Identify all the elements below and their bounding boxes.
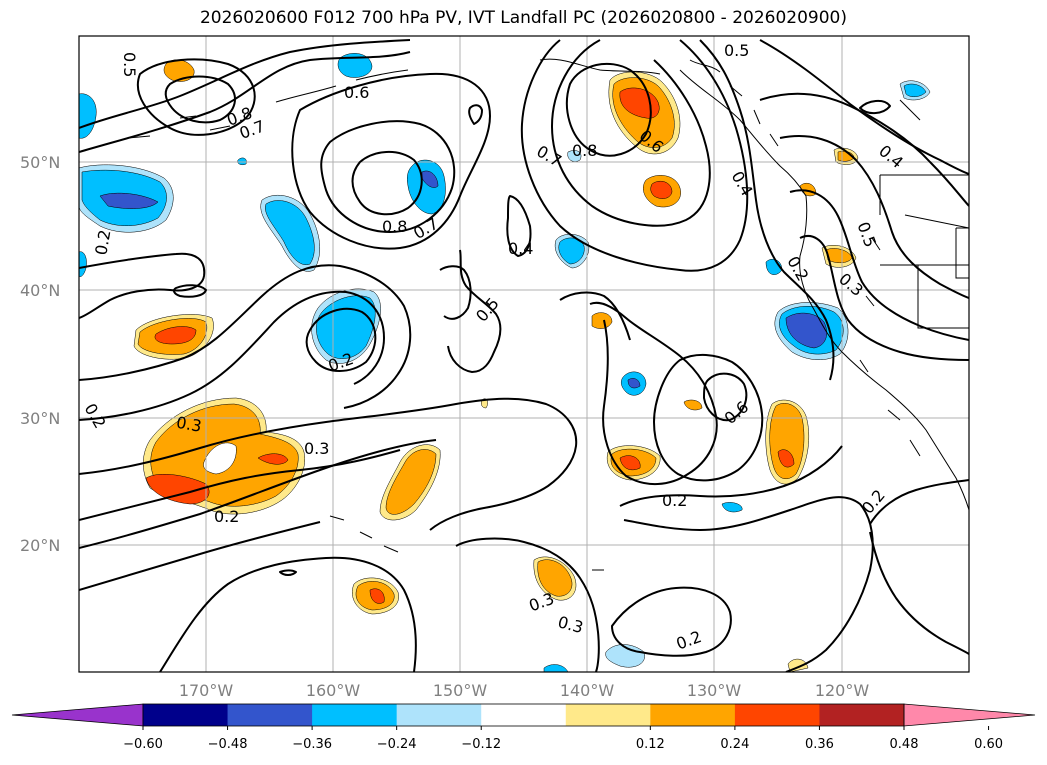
map-frame: [78, 35, 970, 673]
lat-axis: 50°N 40°N 30°N 20°N: [20, 153, 60, 555]
contour-label: 0.2: [662, 491, 687, 510]
colorbar-tick-label: −0.12: [461, 737, 501, 752]
colorbar-tick-label: −0.48: [208, 737, 248, 752]
colorbar-bin: [312, 704, 398, 726]
map-panel: 0.5 0.6 0.8 0.7 0.8 0.7 0.8 0.7 0.6 0.5 …: [79, 36, 969, 672]
colorbar-tick-label: −0.60: [123, 737, 163, 752]
shading-layer: [79, 53, 931, 672]
contour-label: 0.5: [724, 41, 749, 60]
colorbar-bin: [396, 704, 482, 726]
colorbar-bin: [650, 704, 736, 726]
contour-label: 0.8: [572, 141, 597, 160]
lon-label: 160°W: [306, 681, 361, 700]
lon-label: 140°W: [560, 681, 615, 700]
colorbar-bin: [734, 704, 820, 726]
colorbar-tick-label: −0.24: [377, 737, 417, 752]
lon-label: 150°W: [433, 681, 488, 700]
lat-label: 30°N: [20, 409, 60, 428]
lon-label: 120°W: [815, 681, 870, 700]
lon-label: 130°W: [687, 681, 742, 700]
colorbar-bin: [481, 704, 567, 726]
lat-label: 40°N: [20, 281, 60, 300]
graticule: [79, 36, 969, 672]
lon-axis: 170°W 160°W 150°W 140°W 130°W 120°W: [179, 681, 870, 700]
colorbar: −0.60 −0.48 −0.36 −0.24 −0.12 0.12 0.24 0.36 0.4…: [11, 703, 1036, 752]
colorbar-frame: [142, 703, 905, 727]
colorbar-extend-max: [903, 703, 1036, 727]
contour-label: 0.3: [175, 413, 203, 436]
contour-label: 0.6: [344, 83, 369, 102]
contour-label: 0.2: [91, 228, 114, 256]
colorbar-bin: [819, 704, 905, 726]
colorbar-bin: [227, 704, 313, 726]
map-title: 2026020600 F012 700 hPa PV, IVT Landfall…: [199, 8, 847, 28]
colorbar-extend-min: [11, 703, 144, 727]
colorbar-tick-label: −0.36: [292, 737, 332, 752]
contour-label: 0.4: [508, 239, 533, 258]
colorbar-tick-label: 0.24: [720, 737, 749, 752]
contours: [79, 39, 969, 672]
colorbar-tick-label: 0.60: [974, 737, 1003, 752]
lon-label: 170°W: [179, 681, 234, 700]
contour-label: 0.8: [382, 217, 407, 236]
colorbar-tick-label: 0.12: [636, 737, 665, 752]
contour-label: 0.5: [120, 52, 139, 77]
contour-label: 0.3: [304, 439, 329, 458]
colorbar-tick-label: 0.36: [805, 737, 834, 752]
lat-label: 20°N: [20, 536, 60, 555]
colorbar-bin: [565, 704, 651, 726]
contour-label: 0.2: [214, 507, 239, 526]
colorbar-tick-label: 0.48: [890, 737, 919, 752]
colorbar-bin: [143, 704, 229, 726]
lat-label: 50°N: [20, 153, 60, 172]
coastlines: [127, 58, 969, 571]
